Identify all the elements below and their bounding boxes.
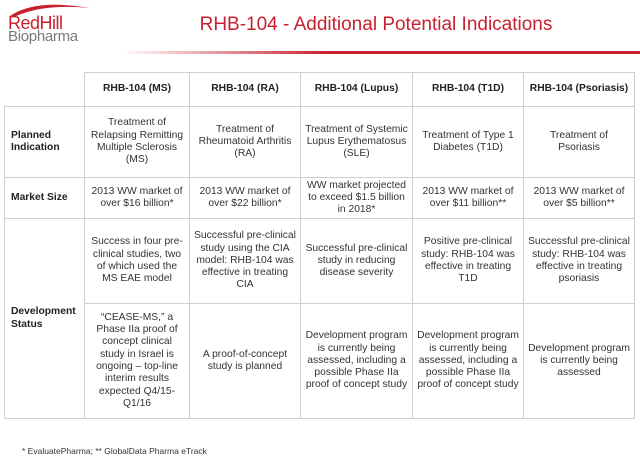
row-label-development-status: Development Status xyxy=(4,218,85,419)
title-underline xyxy=(122,51,640,54)
column-header-psoriasis: RHB-104 (Psoriasis) xyxy=(523,72,635,107)
row-label-planned-indication: Planned Indication xyxy=(4,106,85,178)
table-row: Development Status Success in four pre-c… xyxy=(4,218,635,419)
table-cell: A proof-of-concept study is planned xyxy=(189,303,301,419)
table-cell: 2013 WW market of over $11 billion** xyxy=(412,177,524,219)
column-header-lupus: RHB-104 (Lupus) xyxy=(300,72,413,107)
footnote: * EvaluatePharma; ** GlobalData Pharma e… xyxy=(22,446,207,456)
redhill-logo: RedHill Biopharma xyxy=(8,2,92,46)
table-cell: Treatment of Relapsing Remitting Multipl… xyxy=(84,106,190,178)
row-label-market-size: Market Size xyxy=(4,177,85,219)
table-cell: 2013 WW market of over $5 billion** xyxy=(523,177,635,219)
slide-title: RHB-104 - Additional Potential Indicatio… xyxy=(199,14,553,35)
table-cell: Treatment of Type 1 Diabetes (T1D) xyxy=(412,106,524,178)
table-cell: Treatment of Rheumatoid Arthritis (RA) xyxy=(189,106,301,178)
logo-swoosh-icon xyxy=(10,4,90,17)
logo-text-biopharma: Biopharma xyxy=(8,28,78,45)
table-cell: Success in four pre-clinical studies, tw… xyxy=(84,218,190,304)
table-row: Market Size 2013 WW market of over $16 b… xyxy=(4,177,635,219)
column-header-ra: RHB-104 (RA) xyxy=(189,72,301,107)
table-cell: Development program is currently being a… xyxy=(523,303,635,419)
table-cell: Development program is currently being a… xyxy=(300,303,413,419)
table-row: Planned Indication Treatment of Relapsin… xyxy=(4,106,635,178)
table-cell: “CEASE-MS,” a Phase IIa proof of concept… xyxy=(84,303,190,419)
table-row: “CEASE-MS,” a Phase IIa proof of concept… xyxy=(5,303,635,419)
table-cell: Successful pre-clinical study in reducin… xyxy=(300,218,413,304)
table-header-row: RHB-104 (MS) RHB-104 (RA) RHB-104 (Lupus… xyxy=(4,72,635,107)
table-cell: Development program is currently being a… xyxy=(412,303,524,419)
column-header-ms: RHB-104 (MS) xyxy=(84,72,190,107)
column-header-t1d: RHB-104 (T1D) xyxy=(412,72,524,107)
table-cell: Treatment of Systemic Lupus Erythematosu… xyxy=(300,106,413,178)
table-cell: Successful pre-clinical study using the … xyxy=(189,218,301,304)
table-cell: 2013 WW market of over $22 billion* xyxy=(189,177,301,219)
table-cell: Successful pre-clinical study: RHB-104 w… xyxy=(523,218,635,304)
slide-header: RedHill Biopharma RHB-104 - Additional P… xyxy=(0,0,640,58)
table-cell: Treatment of Psoriasis xyxy=(523,106,635,178)
corner-cell xyxy=(4,72,85,107)
table-cell: Positive pre-clinical study: RHB-104 was… xyxy=(412,218,524,304)
indications-table: RHB-104 (MS) RHB-104 (RA) RHB-104 (Lupus… xyxy=(4,72,635,419)
logo-text-redhill: RedHill xyxy=(8,13,63,33)
table-cell: WW market projected to exceed $1.5 billi… xyxy=(300,177,413,219)
table-cell: 2013 WW market of over $16 billion* xyxy=(84,177,190,219)
